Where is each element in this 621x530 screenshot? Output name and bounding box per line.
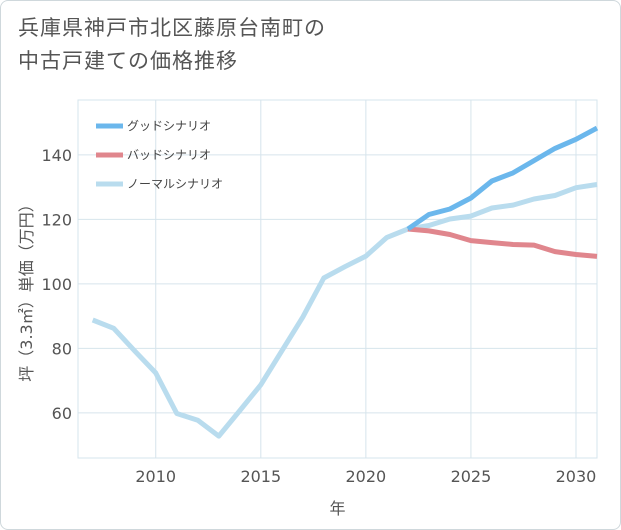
chart-title-line1: 兵庫県神戸市北区藤原台南町の	[18, 16, 326, 40]
series-line-good	[406, 125, 599, 232]
chart-title: 兵庫県神戸市北区藤原台南町の 中古戸建ての価格推移	[18, 12, 598, 78]
plot-area	[77, 99, 598, 459]
y-tick-label: 120	[41, 210, 72, 229]
tick-labels: 2010 2015 2020 2025 2030 60 80 100 120 140	[41, 146, 596, 486]
legend-label-bad: バッドシナリオ	[127, 148, 211, 162]
y-axis-label: 坪（3.3㎡）単価（万円）	[17, 196, 36, 381]
x-tick-label: 2010	[135, 467, 176, 486]
legend-label-normal: ノーマルシナリオ	[127, 177, 223, 191]
x-tick-label: 2025	[451, 467, 492, 486]
x-tick-label: 2030	[556, 467, 597, 486]
series-line-normal	[91, 182, 598, 439]
x-tick-label: 2020	[346, 467, 387, 486]
series-line-bad	[407, 226, 598, 259]
chart-title-line2: 中古戸建ての価格推移	[18, 49, 238, 73]
y-tick-label: 140	[41, 146, 72, 165]
y-tick-label: 80	[52, 339, 72, 358]
x-axis-label: 年	[329, 499, 345, 518]
legend-label-good: グッドシナリオ	[127, 119, 211, 133]
x-tick-label: 2015	[240, 467, 281, 486]
y-tick-label: 100	[41, 275, 72, 294]
series-lines	[91, 125, 599, 439]
y-tick-label: 60	[52, 404, 72, 423]
grid-lines	[77, 99, 598, 459]
